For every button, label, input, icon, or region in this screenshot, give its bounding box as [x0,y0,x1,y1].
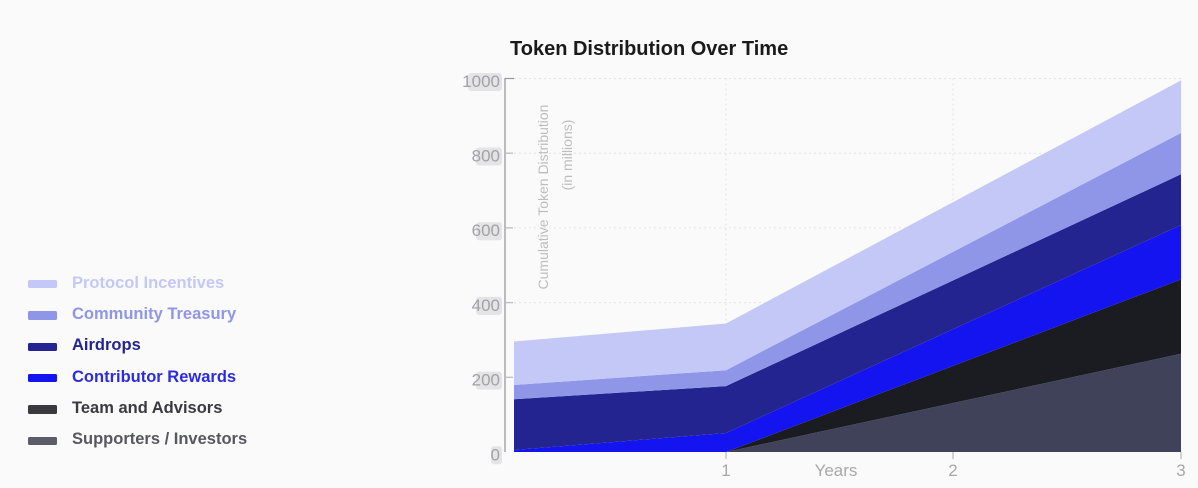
svg-text:1: 1 [721,461,730,480]
svg-text:400: 400 [472,296,500,315]
svg-text:Cumulative Token Distribution: Cumulative Token Distribution [535,105,551,290]
svg-text:200: 200 [472,371,500,390]
svg-text:2: 2 [948,461,957,480]
svg-text:1000: 1000 [462,72,500,91]
svg-text:0: 0 [491,445,500,464]
svg-text:800: 800 [472,147,500,166]
svg-text:3: 3 [1176,461,1185,480]
svg-text:Years: Years [815,461,858,480]
svg-text:600: 600 [472,221,500,240]
svg-text:(in millions): (in millions) [559,120,575,191]
